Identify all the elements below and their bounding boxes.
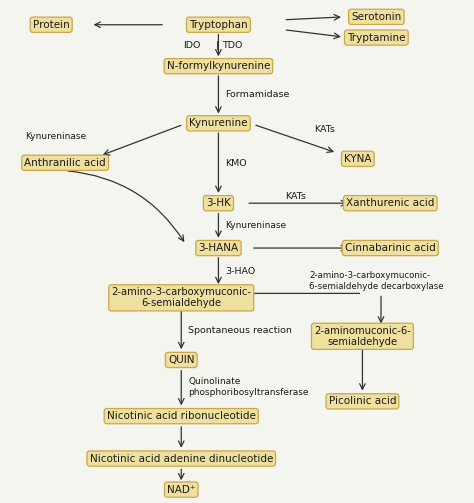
Text: Protein: Protein [33,20,70,30]
Text: 3-HAO: 3-HAO [226,267,255,276]
Text: Tryptamine: Tryptamine [347,33,406,43]
Text: KATs: KATs [284,192,306,201]
Text: NAD⁺: NAD⁺ [167,484,195,494]
Text: Spontaneous reaction: Spontaneous reaction [188,326,292,335]
Text: Nicotinic acid ribonucleotide: Nicotinic acid ribonucleotide [107,411,255,421]
Text: 2-amino-3-carboxymuconic-
6-semialdehyde decarboxylase: 2-amino-3-carboxymuconic- 6-semialdehyde… [309,272,444,291]
Text: Quinolinate
phosphoribosyltransferase: Quinolinate phosphoribosyltransferase [188,377,309,397]
Text: Serotonin: Serotonin [351,12,401,22]
Text: Kynurenine: Kynurenine [189,118,248,128]
Text: 3-HK: 3-HK [206,198,231,208]
Text: 3-HANA: 3-HANA [198,243,238,253]
Text: Cinnabarinic acid: Cinnabarinic acid [345,243,436,253]
Text: Tryptophan: Tryptophan [189,20,248,30]
Text: Kynureninase: Kynureninase [25,132,86,141]
Text: N-formylkynurenine: N-formylkynurenine [167,61,270,71]
Text: |: | [216,41,219,50]
Text: KATs: KATs [314,125,335,134]
Text: IDO: IDO [183,41,201,50]
Text: 2-aminomuconic-6-
semialdehyde: 2-aminomuconic-6- semialdehyde [314,325,411,347]
Text: Picolinic acid: Picolinic acid [328,396,396,406]
Text: QUIN: QUIN [168,355,194,365]
Text: Xanthurenic acid: Xanthurenic acid [346,198,435,208]
Text: KYNA: KYNA [344,154,372,164]
Text: Formamidase: Formamidase [226,90,290,99]
Text: KMO: KMO [226,159,247,169]
Text: TDO: TDO [222,41,243,50]
Text: Kynureninase: Kynureninase [226,221,286,230]
Text: Anthranilic acid: Anthranilic acid [24,158,106,168]
Text: 2-amino-3-carboxymuconic-
6-semialdehyde: 2-amino-3-carboxymuconic- 6-semialdehyde [111,287,251,308]
Text: Nicotinic acid adenine dinucleotide: Nicotinic acid adenine dinucleotide [90,454,273,464]
